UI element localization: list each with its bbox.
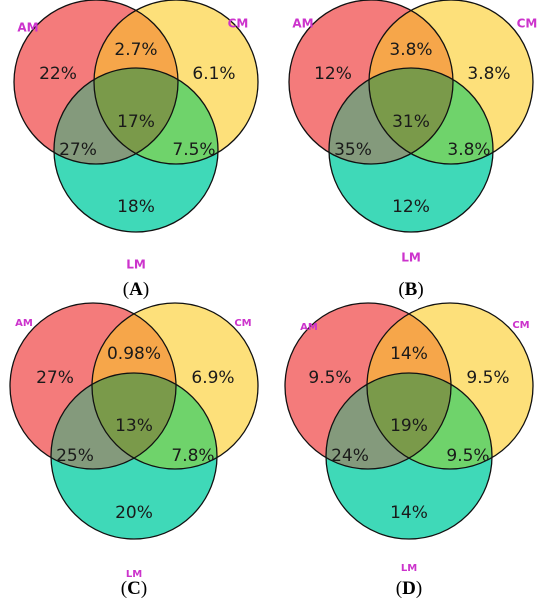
- region-value-all: 13%: [115, 416, 153, 436]
- region-value-all: 31%: [392, 112, 430, 132]
- region-value-all: 17%: [117, 112, 155, 132]
- region-value-am-cm: 14%: [390, 344, 428, 364]
- cm-outline: [366, 302, 534, 470]
- panel-letter: B: [405, 279, 418, 300]
- cm-outline: [368, 0, 534, 165]
- set-label-lm: LM: [126, 569, 142, 580]
- panel-letter: D: [402, 578, 416, 599]
- region-value-cm-only: 3.8%: [467, 64, 510, 84]
- am-outline: [288, 0, 454, 165]
- region-value-am-cm: 3.8%: [389, 40, 432, 60]
- cm-outline: [93, 0, 259, 165]
- region-value-cm-lm: 7.5%: [172, 140, 215, 160]
- am-outline: [13, 0, 179, 165]
- panel-caption-c: (C): [121, 578, 147, 599]
- cm-outline: [91, 302, 259, 470]
- set-label-cm: CM: [512, 320, 529, 331]
- lm-outline: [50, 372, 218, 540]
- region-value-cm-lm: 3.8%: [447, 140, 490, 160]
- set-label-am: AM: [300, 322, 318, 333]
- set-label-cm: CM: [228, 17, 249, 31]
- am-outline: [284, 302, 452, 470]
- lm-outline: [328, 67, 494, 233]
- panel-letter: C: [127, 578, 141, 599]
- lm-outline: [53, 67, 219, 233]
- region-value-lm-only: 18%: [117, 197, 155, 217]
- panel-caption-b: (B): [398, 279, 423, 300]
- region-value-am-only: 12%: [314, 64, 352, 84]
- region-value-all: 19%: [390, 416, 428, 436]
- set-label-lm: LM: [401, 251, 421, 265]
- region-value-cm-only: 6.1%: [192, 64, 235, 84]
- region-value-cm-only: 9.5%: [466, 368, 509, 388]
- am-outline: [9, 302, 177, 470]
- region-value-am-lm: 35%: [334, 140, 372, 160]
- region-value-cm-lm: 7.8%: [171, 446, 214, 466]
- region-value-am-only: 9.5%: [308, 368, 351, 388]
- panel-caption-d: (D): [396, 578, 422, 599]
- region-value-cm-only: 6.9%: [191, 368, 234, 388]
- set-label-am: AM: [17, 21, 38, 35]
- region-value-am-cm: 2.7%: [114, 40, 157, 60]
- region-value-am-lm: 27%: [59, 140, 97, 160]
- set-label-lm: LM: [126, 258, 146, 272]
- region-value-lm-only: 12%: [392, 197, 430, 217]
- panel-letter: A: [129, 279, 143, 300]
- set-label-cm: CM: [234, 318, 251, 329]
- set-label-cm: CM: [517, 17, 538, 31]
- panel-caption-a: (A): [123, 279, 149, 300]
- set-label-lm: LM: [401, 563, 417, 574]
- lm-outline: [325, 372, 493, 540]
- region-value-am-only: 22%: [39, 64, 77, 84]
- region-value-am-lm: 24%: [331, 446, 369, 466]
- region-value-am-cm: 0.98%: [107, 344, 161, 364]
- set-label-am: AM: [15, 318, 33, 329]
- set-label-am: AM: [292, 17, 313, 31]
- region-value-am-only: 27%: [36, 368, 74, 388]
- region-value-lm-only: 20%: [115, 503, 153, 523]
- region-value-lm-only: 14%: [390, 503, 428, 523]
- region-value-am-lm: 25%: [56, 446, 94, 466]
- region-value-cm-lm: 9.5%: [446, 446, 489, 466]
